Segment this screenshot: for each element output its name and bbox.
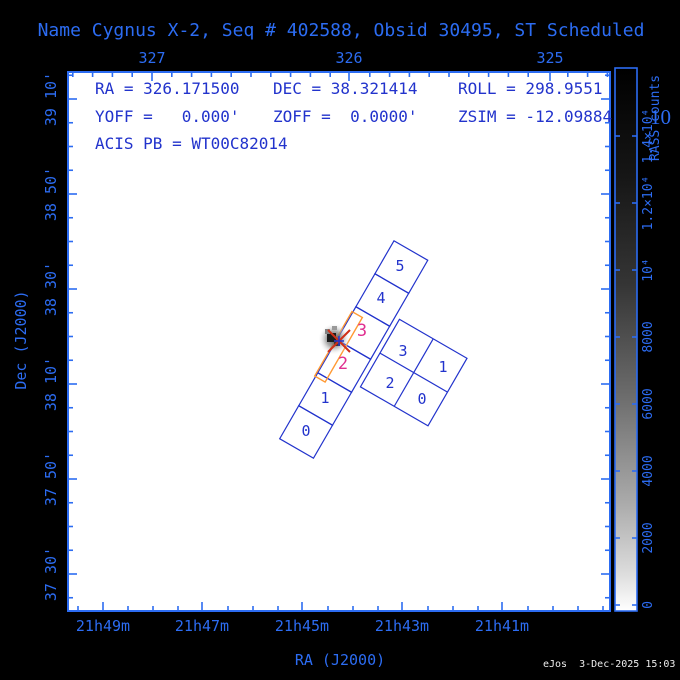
pointing-info-line: DEC = 38.321414 <box>273 79 418 98</box>
bottom-axis-label: 21h43m <box>375 617 429 635</box>
colorbar <box>614 67 638 612</box>
acis-i-chip-label: 0 <box>417 390 426 408</box>
acis-i-divider <box>379 352 448 393</box>
x-axis-title: RA (J2000) <box>295 651 385 669</box>
acis-s-chip-label: 1 <box>320 389 329 407</box>
acis-s-chip-label: 5 <box>395 257 404 275</box>
pointing-info-line: ACIS PB = WT00C82014 <box>95 134 288 153</box>
top-axis-label: 326 <box>335 49 362 67</box>
pointing-info-line: YOFF = 0.000' <box>95 107 240 126</box>
bottom-axis-label: 21h41m <box>475 617 529 635</box>
acis-s-chip-label: 0 <box>301 422 310 440</box>
left-axis-label: 37 50' <box>42 452 60 506</box>
colorbar-tick-label: 1.4×10⁴ <box>641 109 656 164</box>
acis-i-chip-label: 3 <box>398 342 407 360</box>
colorbar-tick-label: 6000 <box>641 388 656 419</box>
left-axis-label: 37 30' <box>42 547 60 601</box>
rass-pixel <box>327 333 336 342</box>
rass-pixel <box>325 329 330 334</box>
rass-pixel <box>332 326 337 330</box>
bottom-axis-label: 21h49m <box>76 617 130 635</box>
left-axis-label: 38 10' <box>42 357 60 411</box>
colorbar-tick-label: 4000 <box>641 455 656 486</box>
colorbar-tick-label: 1.2×10⁴ <box>641 176 656 231</box>
top-axis-label: 327 <box>138 49 165 67</box>
plot-title: Name Cygnus X-2, Seq # 402588, Obsid 304… <box>38 20 645 41</box>
target-marker-group <box>318 323 351 355</box>
acis-i-chip-label: 1 <box>438 358 447 376</box>
colorbar-tick-label: 8000 <box>641 321 656 352</box>
top-axis-label: 325 <box>536 49 563 67</box>
colorbar-title: RASS counts <box>648 75 663 161</box>
colorbar-tick-label: 2000 <box>641 522 656 553</box>
colorbar-overflow-label: 10 <box>650 105 671 129</box>
acis-s-chip-label: 2 <box>338 354 348 374</box>
left-axis-label: 38 50' <box>42 167 60 221</box>
left-axis-label: 39 10' <box>42 72 60 126</box>
acis-s-chip-label: 4 <box>376 289 385 307</box>
pointing-info-line: ZSIM = -12.09884 <box>458 107 612 126</box>
pointing-info-line: ZOFF = 0.0000' <box>273 107 418 126</box>
bottom-axis-label: 21h45m <box>275 617 329 635</box>
acis-fov <box>278 239 468 460</box>
acis-s-chip-label: 3 <box>357 321 367 341</box>
bottom-axis-label: 21h47m <box>175 617 229 635</box>
y-axis-title: Dec (J2000) <box>12 290 30 389</box>
colorbar-tick-label: 0 <box>641 601 656 609</box>
pointing-info-line: ROLL = 298.9551 <box>458 79 603 98</box>
left-axis-label: 38 30' <box>42 262 60 316</box>
acis-s-chip-outline <box>278 404 334 460</box>
colorbar-tick-label: 10⁴ <box>641 258 656 281</box>
acis-i-chip-label: 2 <box>385 374 394 392</box>
credit-timestamp: eJos 3-Dec-2025 15:03 <box>543 659 675 670</box>
pointing-info-line: RA = 326.171500 <box>95 79 240 98</box>
